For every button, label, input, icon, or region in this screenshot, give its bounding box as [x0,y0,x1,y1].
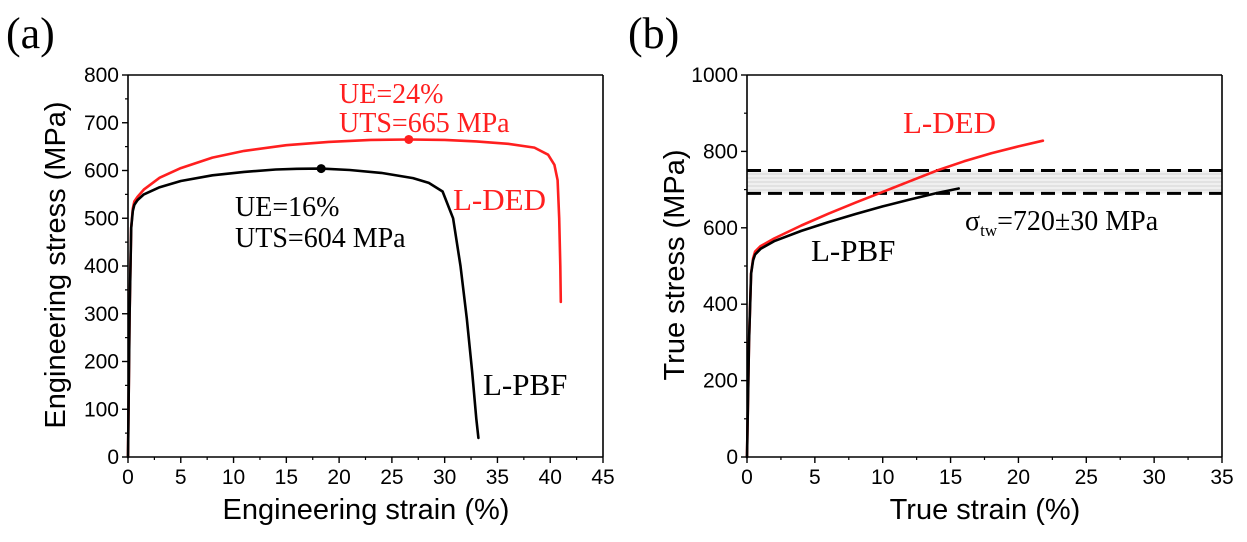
chart-a-y-tick-label: 700 [84,112,119,135]
chart-a-x-tick-label: 45 [591,466,614,489]
chart-a-y-tick-label: 0 [107,446,119,469]
sigma-subscript: tw [980,221,998,240]
chart-b-y-tick-label: 1000 [691,64,738,87]
chart-a-x-tick-label: 25 [380,466,403,489]
sigma-symbol: σ [965,206,980,237]
chart-a-y-tick-label: 100 [84,398,119,421]
chart-a-ded-series-label: L-DED [453,182,546,217]
chart-a-uts-marker-l-ded [404,134,414,144]
chart-a-x-tick-label: 15 [275,466,298,489]
chart-b-x-tick-label: 5 [809,466,821,489]
chart-a-y-tick-label: 800 [84,64,119,87]
chart-b-x-tick-label: 15 [939,466,962,489]
chart-b-x-tick-label: 30 [1142,466,1165,489]
chart-a-y-tick-label: 200 [84,351,119,374]
chart-a-y-tick-label: 500 [84,207,119,230]
chart-b: (b) True strain (%) True stress (MPa) 0 5… [628,9,1234,526]
chart-b-x-tick-label: 35 [1210,466,1233,489]
chart-a-plot: 0 5 10 15 20 25 30 35 40 45 0 100 200 300 400 500 600 700… [84,64,615,489]
chart-a-y-axis-title: Engineering stress (MPa) [40,101,72,428]
chart-b-y-tick-label: 800 [703,140,738,163]
chart-a-x-tick-label: 10 [222,466,245,489]
chart-b-pbf-series-label: L-PBF [811,233,895,268]
chart-a-x-tick-label: 20 [327,466,350,489]
chart-a-ded-ue-label: UE=24% [339,79,443,110]
chart-a-uts-marker-l-pbf [316,164,326,174]
chart-a: (a) Engineering strain (%) Engineering s… [6,9,615,526]
chart-a-x-tick-label: 35 [486,466,509,489]
chart-b-twinning-band [747,170,1222,194]
chart-b-y-tick-label: 400 [703,293,738,316]
chart-a-pbf-uts-label: UTS=604 MPa [235,223,406,254]
chart-b-x-tick-label: 25 [1075,466,1098,489]
chart-b-x-axis-title: True strain (%) [890,494,1081,526]
panel-b-label: (b) [628,9,679,58]
chart-b-y-tick-label: 0 [726,446,738,469]
chart-a-y-tick-label: 300 [84,303,119,326]
chart-a-pbf-ue-label: UE=16% [235,192,339,223]
chart-a-x-tick-label: 30 [433,466,456,489]
chart-b-sigma-annotation: σtw=720±30 MPa [965,206,1159,240]
sigma-value: =720±30 MPa [997,206,1159,237]
chart-a-pbf-series-label: L-PBF [483,367,567,402]
chart-b-ded-series-label: L-DED [903,105,996,140]
chart-a-x-tick-label: 40 [539,466,562,489]
chart-b-x-tick-label: 20 [1007,466,1030,489]
chart-b-plot: 0 5 10 15 20 25 30 35 0 200 400 600 800 1000 [691,64,1233,489]
chart-a-x-tick-label: 5 [175,466,187,489]
chart-b-y-tick-label: 200 [703,370,738,393]
chart-a-y-tick-label: 600 [84,160,119,183]
chart-b-y-tick-label: 600 [703,217,738,240]
chart-b-x-tick-label: 10 [871,466,894,489]
chart-b-series-l-pbf [745,187,961,459]
chart-b-x-tick-label: 0 [741,466,753,489]
chart-a-x-axis-title: Engineering strain (%) [223,494,510,526]
panel-a-label: (a) [6,9,55,58]
chart-b-y-axis-title: True stress (MPa) [659,150,691,381]
chart-a-x-tick-label: 0 [122,466,134,489]
chart-a-series-l-pbf [126,167,480,459]
chart-a-series-l-ded [126,138,563,459]
chart-a-ded-uts-label: UTS=665 MPa [339,108,510,139]
chart-a-y-tick-label: 400 [84,255,119,278]
